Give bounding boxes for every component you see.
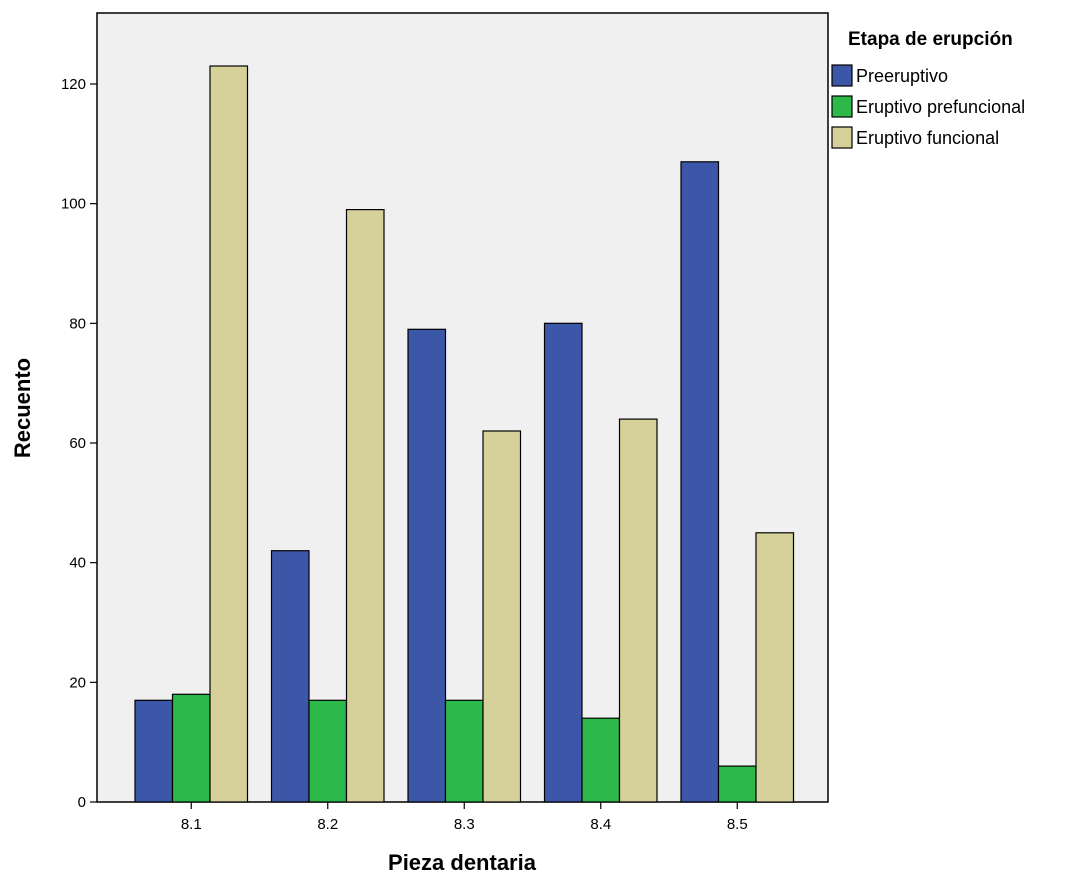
bar-8.3-eruptivo-funcional bbox=[482, 430, 522, 803]
y-tick-label-0: 0 bbox=[78, 794, 86, 811]
y-tick-label-20: 20 bbox=[69, 674, 86, 691]
bar-8.2-eruptivo-funcional bbox=[345, 209, 385, 803]
x-tick-label-8.1: 8.1 bbox=[181, 816, 202, 833]
bar-8.2-preeruptivo bbox=[270, 550, 310, 803]
bar-8.3-preeruptivo bbox=[407, 328, 447, 803]
x-tick-label-8.3: 8.3 bbox=[454, 816, 475, 833]
legend-title: Etapa de erupción bbox=[848, 29, 1013, 50]
legend-label-eruptivo-funcional: Eruptivo funcional bbox=[856, 128, 999, 148]
x-tick-label-8.4: 8.4 bbox=[590, 816, 611, 833]
y-axis-title: Recuento bbox=[10, 358, 35, 458]
x-axis-title: Pieza dentaria bbox=[388, 850, 537, 875]
x-tick-label-8.2: 8.2 bbox=[317, 816, 338, 833]
bar-8.4-eruptivo-funcional bbox=[618, 418, 658, 803]
bar-8.5-preeruptivo bbox=[680, 161, 720, 803]
bar-8.1-eruptivo-funcional bbox=[209, 65, 249, 803]
legend: Preeruptivo Eruptivo prefuncional Eruptivo… bbox=[831, 64, 1025, 149]
legend-swatch-eruptivo-funcional bbox=[831, 126, 853, 149]
bars-group bbox=[134, 65, 795, 803]
bar-8.4-preeruptivo bbox=[543, 322, 583, 803]
y-axis: 0 20 40 60 80 100 120 bbox=[61, 76, 97, 811]
bar-8.5-eruptivo-funcional bbox=[755, 532, 795, 803]
y-tick-label-100: 100 bbox=[61, 196, 86, 213]
bar-8.5-eruptivo-prefuncional bbox=[717, 765, 757, 803]
legend-label-eruptivo-prefuncional: Eruptivo prefuncional bbox=[856, 97, 1025, 117]
y-tick-label-120: 120 bbox=[61, 76, 86, 93]
bar-8.1-eruptivo-prefuncional bbox=[171, 693, 211, 803]
legend-label-preeruptivo: Preeruptivo bbox=[856, 66, 948, 86]
x-tick-label-8.5: 8.5 bbox=[727, 816, 748, 833]
y-tick-label-40: 40 bbox=[69, 555, 86, 572]
bar-8.1-preeruptivo bbox=[134, 699, 174, 803]
y-tick-label-60: 60 bbox=[69, 435, 86, 452]
legend-swatch-preeruptivo bbox=[831, 64, 853, 87]
x-axis: 8.1 8.2 8.3 8.4 8.5 bbox=[181, 802, 748, 833]
bar-8.4-eruptivo-prefuncional bbox=[581, 717, 621, 803]
legend-swatch-eruptivo-prefuncional bbox=[831, 95, 853, 118]
bar-8.3-eruptivo-prefuncional bbox=[444, 699, 484, 803]
bar-8.2-eruptivo-prefuncional bbox=[308, 699, 348, 803]
y-tick-label-80: 80 bbox=[69, 315, 86, 332]
